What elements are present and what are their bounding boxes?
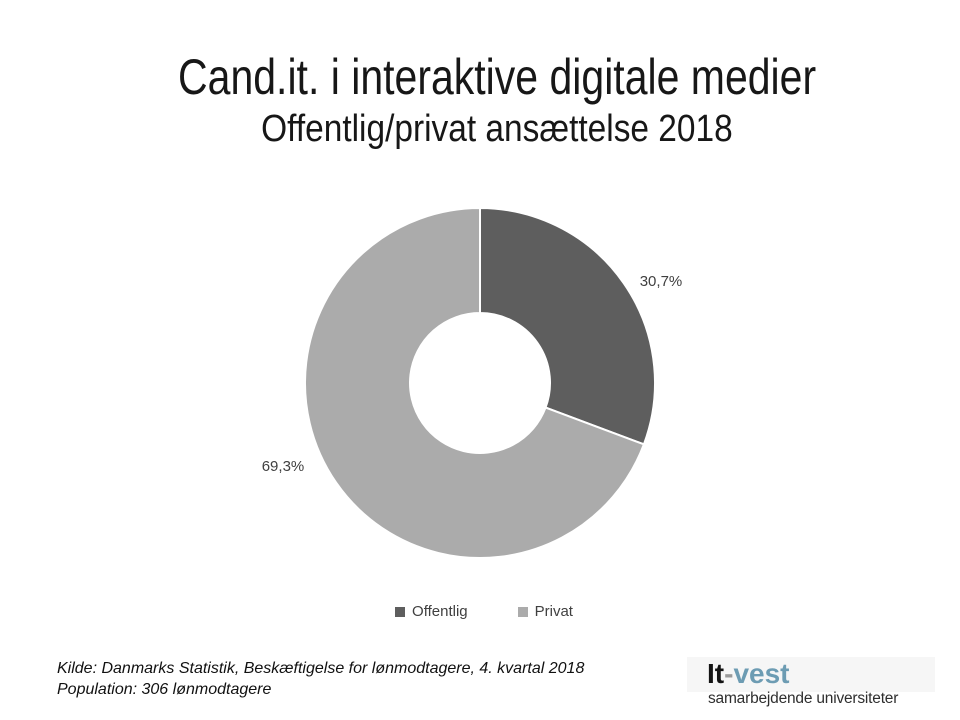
data-label-privat: 69,3% <box>261 458 305 475</box>
legend-swatch-offentlig <box>395 606 406 617</box>
donut-segment-offentlig <box>479 206 656 446</box>
chart-legend: Offentlig Privat <box>4 603 960 620</box>
data-label-offentlig: 30,7% <box>639 273 683 290</box>
page-title-text: Cand.it. i interaktive digitale medier <box>177 49 817 105</box>
legend-swatch-privat <box>517 606 528 617</box>
population-line: Population: 306 lønmodtagere <box>57 681 272 698</box>
logo-brand-black: It <box>707 658 725 689</box>
page-title: Cand.it. i interaktive digitale medier <box>17 48 960 106</box>
source-line: Kilde: Danmarks Statistik, Beskæftigelse… <box>57 660 585 677</box>
donut-segment-privat <box>304 206 646 559</box>
page-subtitle: Offentlig/privat ansættelse 2018 <box>17 106 960 152</box>
page-subtitle-text: Offentlig/privat ansættelse 2018 <box>261 108 733 150</box>
legend-item-offentlig: Offentlig <box>395 603 468 620</box>
slide-header: Cand.it. i interaktive digitale medier O… <box>17 48 960 152</box>
source-note: Kilde: Danmarks Statistik, Beskæftigelse… <box>57 658 584 700</box>
legend-label-privat: Privat <box>534 603 573 620</box>
legend-item-privat: Privat <box>517 603 573 620</box>
logo-background <box>687 657 935 692</box>
itvest-logo: It-vest <box>707 658 789 690</box>
legend-label-offentlig: Offentlig <box>412 603 468 620</box>
donut-chart-svg <box>304 206 656 559</box>
logo-brand-separator: - <box>724 658 734 689</box>
logo-brand-blue: vest <box>733 658 790 689</box>
logo-tagline: samarbejdende universiteter <box>708 690 899 707</box>
